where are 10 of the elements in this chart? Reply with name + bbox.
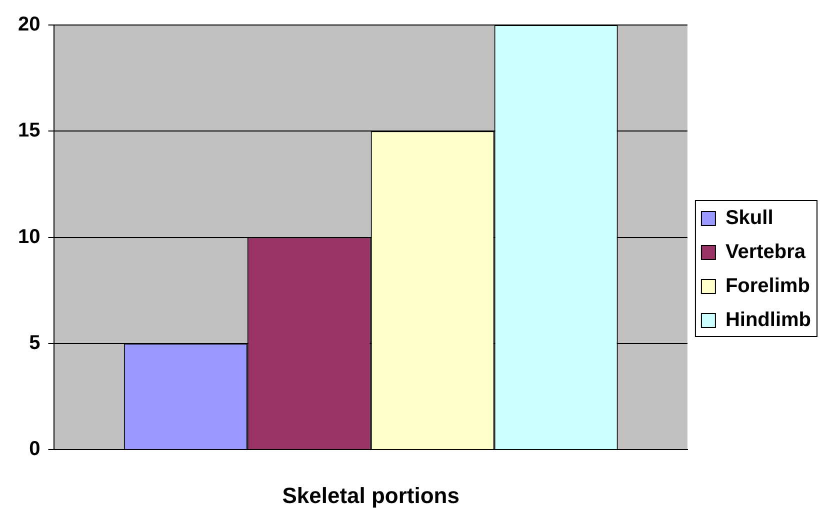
legend-label: Vertebra (725, 241, 806, 264)
y-tick-label: 10 (18, 226, 40, 248)
y-tick-label: 0 (29, 438, 40, 460)
y-tick-label: 20 (18, 14, 40, 36)
legend-label: Forelimb (725, 275, 810, 298)
x-axis-title: Skeletal portions (282, 482, 460, 508)
legend-label: Hindlimb (725, 309, 811, 332)
y-tick-label: 5 (29, 332, 40, 354)
y-tick-label: 15 (18, 120, 40, 142)
legend-label: Skull (725, 207, 774, 230)
